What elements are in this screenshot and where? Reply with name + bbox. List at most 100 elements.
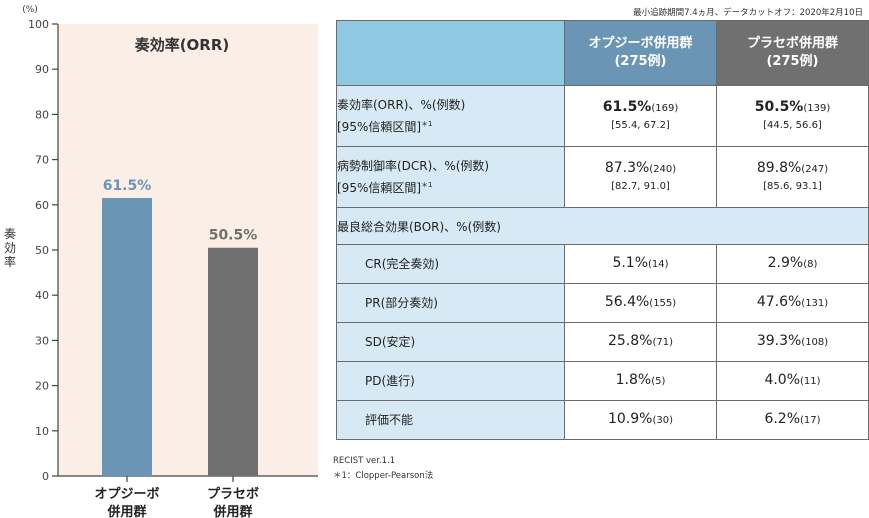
bor-row-label: PD(進行) [336,361,565,401]
dcr-opdivo-ci: [82.7, 91.0] [611,180,670,192]
bor-placebo-pct: 4.0% [764,372,801,388]
y-tick-label: 90 [35,63,49,76]
bor-cell-opdivo: 25.8%(71) [564,322,717,362]
bor-opdivo-n: (155) [649,298,677,309]
y-tick-label: 80 [35,108,49,121]
table-row-bor: 評価不能 10.9%(30) 6.2%(17) [336,400,869,440]
table-row-bor: PR(部分奏効) 56.4%(155) 47.6%(131) [336,283,869,323]
dcr-placebo-pct: 89.8% [756,159,802,176]
bor-placebo-n: (8) [803,259,818,270]
bor-opdivo-n: (71) [652,337,673,348]
bar-value-label: 50.5% [209,228,258,244]
bor-opdivo-pct: 5.1% [612,255,649,271]
dcr-ci-label: [95%信頼区間] [337,180,422,195]
chart-title: 奏効率(ORR) [134,36,230,54]
header-opdivo-n: (275例) [614,54,667,69]
table-row-dcr: 病勢制御率(DCR)、%(例数) [95%信頼区間]＊1 87.3%(240) … [336,146,869,208]
bor-row-label: CR(完全奏効) [336,244,565,284]
x-tick-label: オプジーボ [94,486,159,502]
orr-opdivo-pct: 61.5% [602,98,652,115]
y-tick-label: 0 [42,470,49,483]
bar-value-label: 61.5% [103,178,152,194]
bor-opdivo-n: (14) [648,259,669,270]
bor-cell-placebo: 4.0%(11) [716,361,869,401]
row-label-orr: 奏効率(ORR)、%(例数) [95%信頼区間]＊1 [336,85,565,147]
orr-placebo-n: (139) [803,102,831,114]
bor-placebo-n: (131) [801,298,829,309]
y-axis-label: 奏 [4,227,16,241]
x-tick-label: プラセボ [207,486,259,502]
cell-orr-opdivo: 61.5%(169) [55.4, 67.2] [564,85,717,147]
table-row-bor-section: 最良総合効果(BOR)、%(例数) [336,207,869,245]
y-tick-label: 40 [35,289,49,302]
header-placebo: プラセボ併用群 (275例) [716,20,869,86]
footnote-recist: RECIST ver.1.1 [333,456,396,466]
plot-background [58,24,318,476]
y-axis-label: 効 [4,240,16,255]
bor-placebo-n: (11) [800,376,821,387]
followup-note: 最小追跡期間7.4ヵ月、データカットオフ：2020年2月10日 [633,8,863,18]
dcr-label: 病勢制御率(DCR)、%(例数) [337,158,490,173]
cell-dcr-placebo: 89.8%(247) [85.6, 93.1] [716,146,869,208]
bor-placebo-n: (108) [801,337,829,348]
bor-placebo-pct: 47.6% [756,294,802,310]
table-row-bor: SD(安定) 25.8%(71) 39.3%(108) [336,322,869,362]
bor-cell-opdivo: 56.4%(155) [564,283,717,323]
bor-placebo-pct: 2.9% [767,255,804,271]
dcr-opdivo-n: (240) [649,163,677,175]
bor-cell-placebo: 2.9%(8) [716,244,869,284]
bor-cell-opdivo: 5.1%(14) [564,244,717,284]
dcr-placebo-ci: [85.6, 93.1] [763,180,822,192]
bor-cell-placebo: 39.3%(108) [716,322,869,362]
orr-placebo-ci: [44.5, 56.6] [763,119,822,131]
y-axis-unit: (%) [22,5,38,15]
header-opdivo: オプジーボ併用群 (275例) [564,20,717,86]
orr-bar-chart: 奏効率(ORR) (%) 奏効率 0 10 20 30 40 50 60 70 80 90 100 61.5… [4,5,318,518]
orr-opdivo-n: (169) [651,102,679,114]
header-placebo-n: (275例) [766,54,819,69]
bor-cell-placebo: 47.6%(131) [716,283,869,323]
table-row-bor: PD(進行) 1.8%(5) 4.0%(11) [336,361,869,401]
bor-section-label: 最良総合効果(BOR)、%(例数) [336,207,869,245]
bor-row-label: PR(部分奏効) [336,283,565,323]
x-tick-label: 併用群 [106,504,146,518]
bor-opdivo-pct: 1.8% [615,372,652,388]
bor-opdivo-pct: 25.8% [607,333,653,349]
row-label-dcr: 病勢制御率(DCR)、%(例数) [95%信頼区間]＊1 [336,146,565,208]
y-tick-label: 60 [35,199,49,212]
bor-cell-opdivo: 1.8%(5) [564,361,717,401]
orr-opdivo-ci: [55.4, 67.2] [611,119,670,131]
bar-2 [208,247,258,476]
results-table: オプジーボ併用群 (275例) プラセボ併用群 (275例) 奏効率(ORR)、… [336,20,869,440]
table-row-bor: CR(完全奏効) 5.1%(14) 2.9%(8) [336,244,869,284]
y-tick-label: 30 [35,334,49,347]
bor-placebo-n: (17) [800,415,821,426]
cell-dcr-opdivo: 87.3%(240) [82.7, 91.0] [564,146,717,208]
orr-footnote-mark: ＊1 [421,119,433,128]
orr-ci-label: [95%信頼区間] [337,119,422,134]
orr-label: 奏効率(ORR)、%(例数) [337,97,466,112]
y-tick-label: 100 [28,18,49,31]
orr-placebo-pct: 50.5% [754,98,804,115]
bor-cell-opdivo: 10.9%(30) [564,400,717,440]
footnote-clopper-pearson: ＊1：Clopper-Pearson法 [333,471,434,481]
bor-placebo-pct: 6.2% [764,411,801,427]
table-corner [336,20,565,86]
y-tick-label: 20 [35,380,49,393]
bar-1 [102,198,152,476]
bor-row-label: 評価不能 [336,400,565,440]
table-row-orr: 奏効率(ORR)、%(例数) [95%信頼区間]＊1 61.5%(169) [5… [336,85,869,147]
y-tick-label: 70 [35,154,49,167]
bor-opdivo-pct: 10.9% [607,411,653,427]
header-placebo-name: プラセボ併用群 [746,36,838,51]
bor-cell-placebo: 6.2%(17) [716,400,869,440]
dcr-placebo-n: (247) [801,163,829,175]
y-axis-label: 率 [4,254,16,269]
bor-opdivo-n: (30) [652,415,673,426]
y-tick-label: 50 [35,244,49,257]
y-tick-label: 10 [35,425,49,438]
bor-row-label: SD(安定) [336,322,565,362]
header-opdivo-name: オプジーボ併用群 [588,36,693,51]
x-tick-label: 併用群 [212,504,252,518]
cell-orr-placebo: 50.5%(139) [44.5, 56.6] [716,85,869,147]
